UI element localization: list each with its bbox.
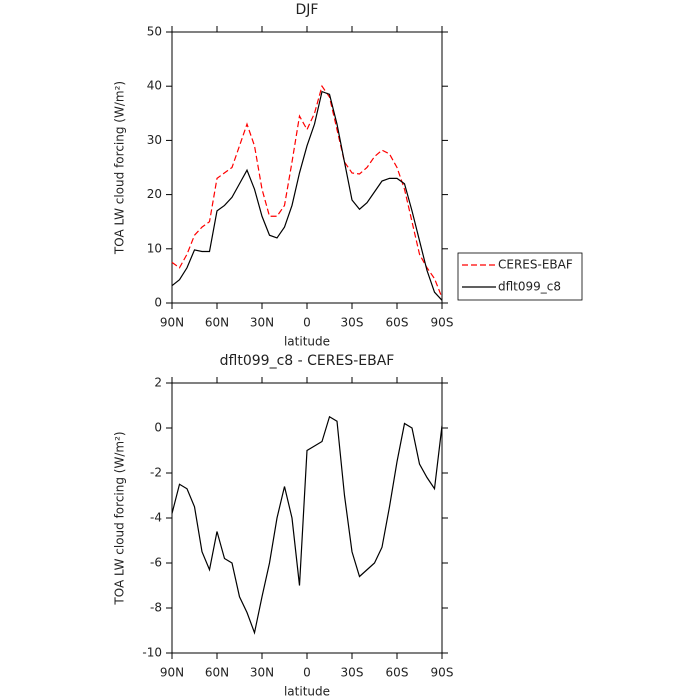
x-axis-label: latitude	[284, 335, 330, 349]
y-tick-label: 2	[154, 376, 162, 390]
y-tick-label: 20	[147, 187, 162, 201]
x-tick-label: 90S	[431, 666, 454, 680]
legend-label: dflt099_c8	[498, 280, 561, 294]
x-tick-label: 90N	[160, 316, 184, 330]
y-tick-label: -8	[150, 601, 162, 615]
x-axis-label: latitude	[284, 685, 330, 699]
x-tick-label: 60N	[205, 666, 229, 680]
x-tick-label: 30S	[341, 666, 364, 680]
plot-frame	[171, 382, 443, 654]
y-tick-label: 10	[147, 241, 162, 255]
y-tick-label: 40	[147, 79, 162, 93]
x-tick-label: 60S	[386, 316, 409, 330]
x-tick-label: 0	[303, 666, 311, 680]
x-tick-label: 30N	[250, 316, 274, 330]
y-tick-label: -6	[150, 556, 162, 570]
data-line	[171, 415, 443, 635]
plot-frame	[171, 31, 443, 304]
y-axis-label: TOA LW cloud forcing (W/m²)	[113, 81, 127, 255]
chart-title: DJF	[296, 2, 319, 18]
x-tick-label: 90N	[160, 666, 184, 680]
legend-box	[457, 252, 583, 301]
y-tick-label: 0	[154, 296, 162, 310]
data-line	[171, 84, 443, 298]
x-tick-label: 60N	[205, 316, 229, 330]
y-tick-label: -10	[142, 646, 162, 660]
y-tick-label: -2	[150, 466, 162, 480]
x-tick-label: 0	[303, 316, 311, 330]
y-tick-label: 0	[154, 421, 162, 435]
y-tick-label: -4	[150, 511, 162, 525]
y-tick-label: 30	[147, 133, 162, 147]
data-line	[171, 90, 443, 301]
x-tick-label: 60S	[386, 666, 409, 680]
y-axis-label: TOA LW cloud forcing (W/m²)	[113, 431, 127, 605]
x-tick-label: 90S	[431, 316, 454, 330]
x-tick-label: 30S	[341, 316, 364, 330]
legend-label: CERES-EBAF	[498, 258, 573, 272]
y-tick-label: 50	[147, 25, 162, 39]
chart-title: dflt099_c8 - CERES-EBAF	[220, 353, 395, 369]
x-tick-label: 30N	[250, 666, 274, 680]
